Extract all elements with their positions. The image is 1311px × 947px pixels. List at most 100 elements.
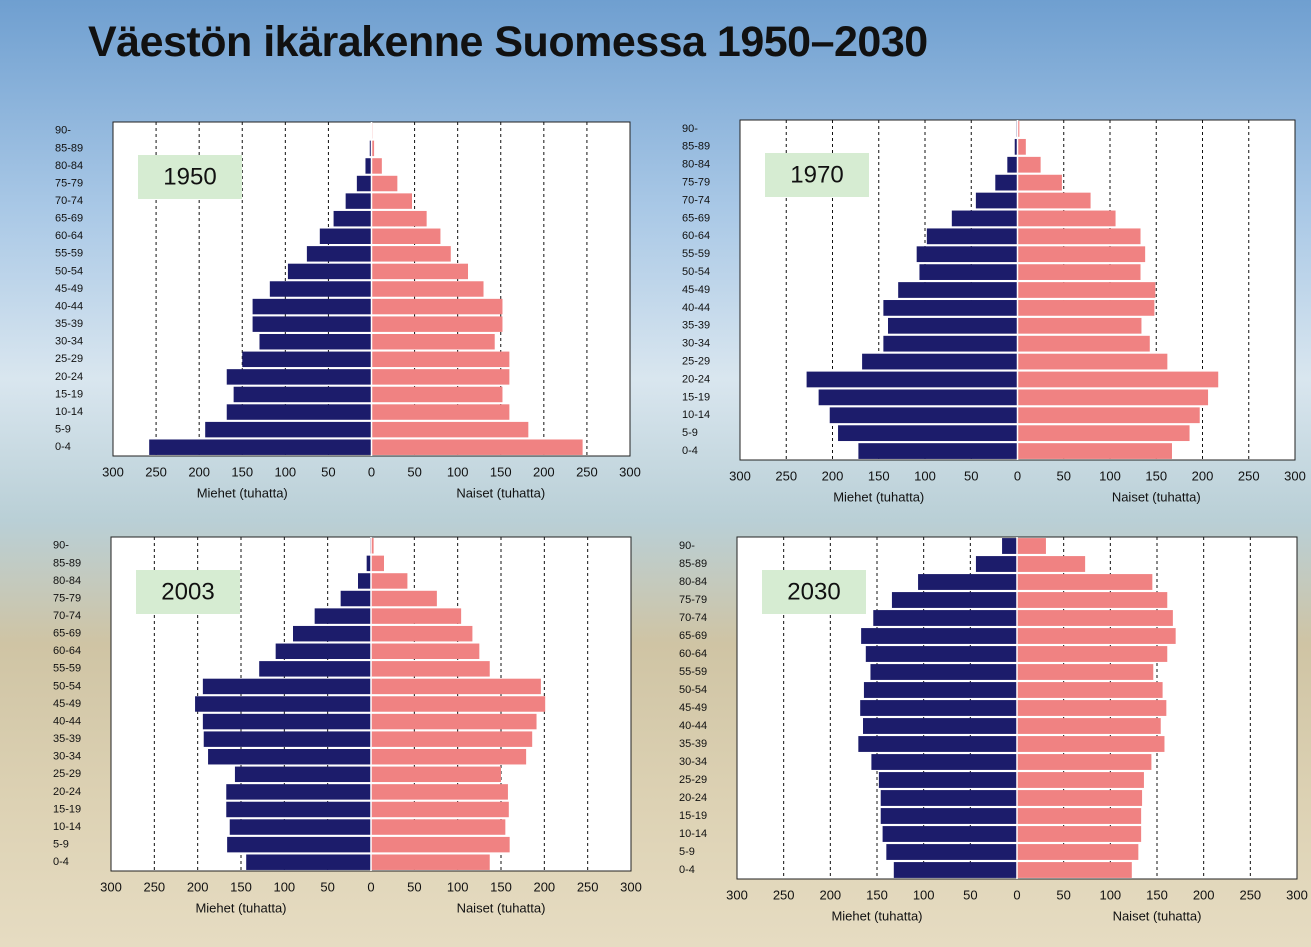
bar — [918, 574, 1017, 590]
bar — [860, 700, 1017, 716]
y-tick-label: 40-44 — [53, 715, 81, 727]
x-tick-label: 100 — [447, 879, 469, 894]
y-tick-label: 85-89 — [682, 141, 710, 153]
y-tick-label: 75-79 — [682, 177, 710, 189]
bar — [995, 175, 1017, 191]
x-tick-label: 50 — [320, 879, 334, 894]
x-tick-label: 200 — [822, 468, 844, 483]
y-tick-label: 10-14 — [682, 409, 710, 421]
bar — [195, 696, 371, 711]
bar — [1018, 282, 1156, 298]
bar — [372, 404, 510, 419]
x-tick-label: 100 — [1099, 468, 1121, 483]
bar — [346, 193, 372, 208]
bar — [371, 749, 526, 764]
bar — [830, 407, 1018, 423]
bar — [1018, 372, 1219, 388]
bar — [276, 644, 371, 659]
y-tick-label: 5-9 — [682, 427, 698, 439]
x-tick-label: 300 — [729, 468, 751, 483]
bar — [1017, 862, 1132, 878]
bar — [1017, 790, 1142, 806]
y-tick-label: 10-14 — [679, 828, 707, 840]
bar — [259, 334, 371, 349]
y-tick-label: 85-89 — [53, 557, 81, 569]
y-tick-label: 35-39 — [682, 320, 710, 332]
bar — [1017, 844, 1138, 860]
bar — [371, 837, 510, 852]
y-tick-label: 35-39 — [55, 318, 83, 330]
x-tick-label: 100 — [913, 887, 935, 902]
bar — [365, 158, 371, 173]
x-axis-label-right: Naiset (tuhatta) — [456, 485, 545, 500]
bar — [1017, 754, 1151, 770]
x-tick-label: 100 — [274, 464, 296, 479]
y-tick-label: 90- — [679, 540, 695, 552]
bar — [1017, 556, 1085, 572]
bar — [372, 299, 503, 314]
x-tick-label: 50 — [1056, 887, 1070, 902]
y-tick-label: 50-54 — [55, 265, 83, 277]
y-tick-label: 65-69 — [679, 630, 707, 642]
x-tick-label: 50 — [963, 887, 977, 902]
bar — [149, 439, 371, 454]
bar — [372, 264, 469, 279]
y-tick-label: 50-54 — [682, 266, 710, 278]
bar — [270, 281, 372, 296]
bar — [917, 246, 1018, 262]
y-tick-label: 30-34 — [679, 756, 707, 768]
bar — [883, 826, 1017, 842]
y-tick-label: 45-49 — [679, 702, 707, 714]
y-tick-label: 10-14 — [55, 406, 83, 418]
bar — [371, 819, 505, 834]
bar — [372, 369, 510, 384]
bar — [226, 802, 371, 817]
x-tick-label: 150 — [1146, 887, 1168, 902]
bar — [1018, 425, 1190, 441]
bar — [371, 679, 541, 694]
bar — [259, 661, 371, 676]
y-tick-label: 70-74 — [679, 612, 707, 624]
slide: Väestön ikärakenne Suomessa 1950–2030 30… — [0, 0, 1311, 947]
y-tick-label: 45-49 — [682, 284, 710, 296]
x-tick-label: 300 — [102, 464, 124, 479]
y-tick-label: 35-39 — [679, 738, 707, 750]
y-tick-label: 60-64 — [53, 645, 81, 657]
bar — [226, 784, 371, 799]
y-tick-label: 5-9 — [53, 839, 69, 851]
y-tick-label: 75-79 — [53, 592, 81, 604]
x-tick-label: 250 — [775, 468, 797, 483]
x-tick-label: 300 — [620, 879, 642, 894]
x-tick-label: 100 — [447, 464, 469, 479]
annotation: 1970 — [790, 161, 843, 188]
y-tick-label: 50-54 — [53, 680, 81, 692]
y-tick-label: 60-64 — [55, 230, 83, 242]
y-tick-label: 0-4 — [53, 856, 69, 868]
bar — [1018, 318, 1142, 334]
bar — [1017, 538, 1046, 554]
y-tick-label: 60-64 — [682, 230, 710, 242]
bar — [881, 808, 1017, 824]
bar — [372, 422, 529, 437]
bar — [1017, 664, 1153, 680]
bar — [870, 664, 1017, 680]
bar — [863, 718, 1017, 734]
y-tick-label: 30-34 — [682, 338, 710, 350]
bar — [1017, 682, 1163, 698]
bar — [1002, 538, 1017, 554]
x-tick-label: 0 — [367, 879, 374, 894]
bar — [1018, 354, 1168, 370]
x-tick-label: 300 — [726, 887, 748, 902]
bar — [371, 661, 490, 676]
bar — [864, 682, 1017, 698]
x-tick-label: 0 — [368, 464, 375, 479]
bar — [861, 628, 1017, 644]
charts: 300250200150100500501001502002503000-45-… — [0, 0, 1311, 947]
y-tick-label: 70-74 — [55, 195, 83, 207]
x-tick-label: 150 — [490, 879, 512, 894]
x-tick-label: 300 — [1284, 468, 1306, 483]
x-tick-label: 100 — [1099, 887, 1121, 902]
y-tick-label: 0-4 — [55, 441, 71, 453]
y-tick-label: 80-84 — [679, 576, 707, 588]
y-tick-label: 85-89 — [55, 142, 83, 154]
